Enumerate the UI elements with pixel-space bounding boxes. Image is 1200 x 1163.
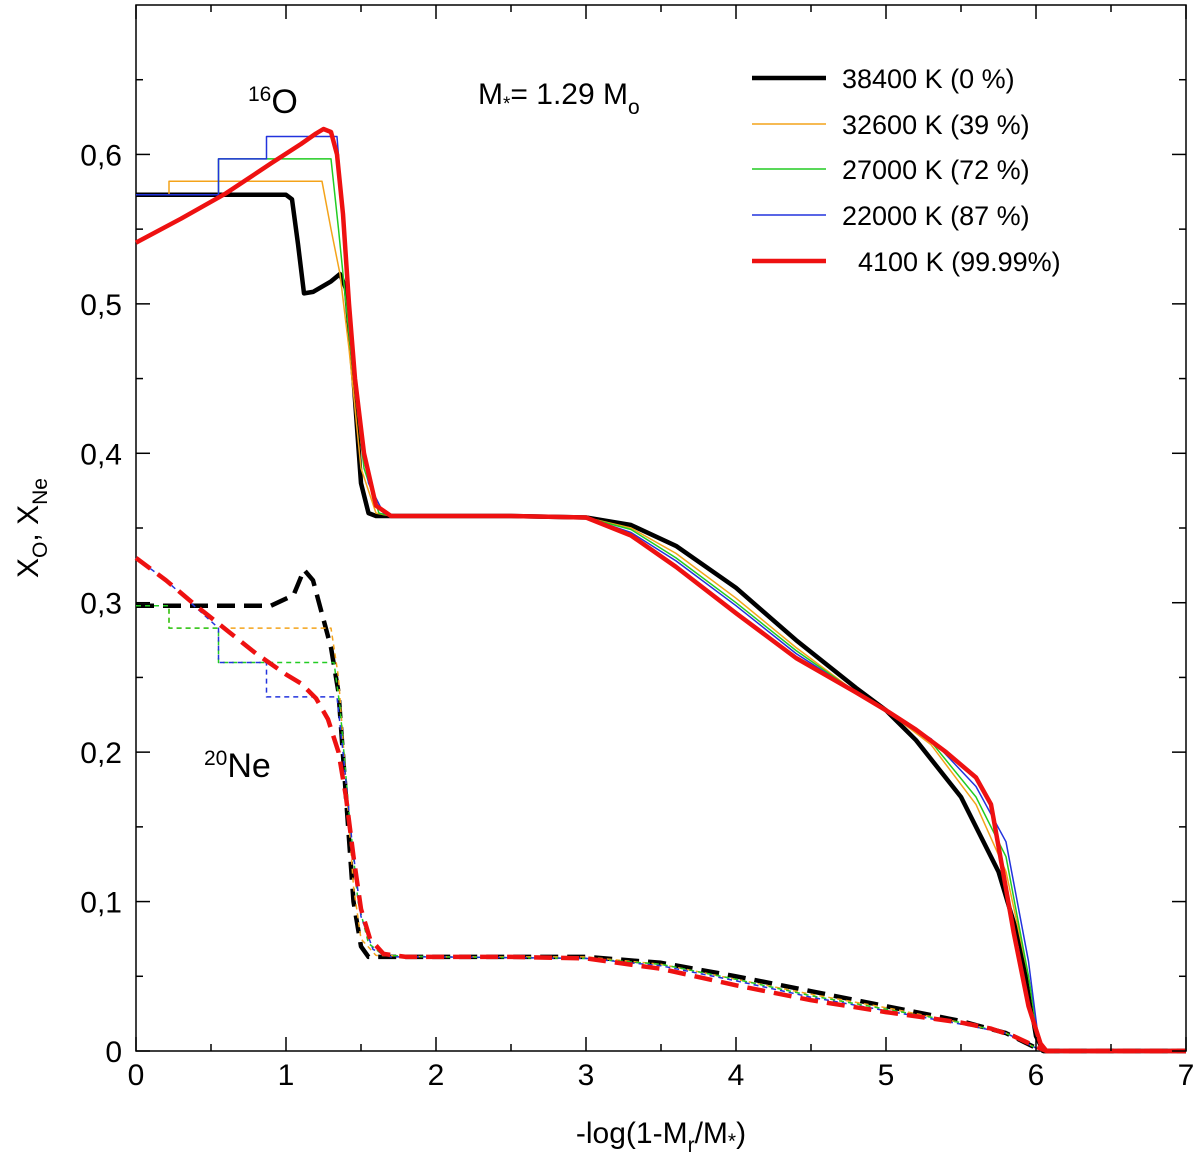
legend-label: 38400 K (0 %): [842, 64, 1015, 94]
x-tick-label: 4: [728, 1059, 745, 1092]
x-tick-label: 6: [1028, 1059, 1045, 1092]
legend-label: 27000 K (72 %): [842, 155, 1030, 185]
curves: [134, 126, 1186, 1054]
neon-line-series-2: [136, 604, 1186, 1052]
neon-label: 20Ne: [204, 747, 271, 785]
x-tick-label: 7: [1178, 1059, 1195, 1092]
legend-item: 38400 K (0 %): [752, 64, 1015, 94]
x-axis-title: -log(1-Mr/M*): [576, 1117, 746, 1157]
axis-ticks: 0 1 2 3 4 5 6 7 0 0,1 0,2 0,3 0,4 0,5 0,6: [80, 5, 1194, 1092]
y-tick-label: 0,6: [80, 139, 122, 172]
x-tick-label: 0: [128, 1059, 145, 1092]
oxygen-line-series-0: [136, 192, 1186, 1054]
oxygen-label: 16O: [248, 83, 298, 121]
oxygen-line-series-1: [136, 180, 1186, 1052]
legend-label: 4100 K (99.99%): [858, 247, 1061, 277]
y-tick-label: 0: [105, 1036, 122, 1069]
y-tick-label: 0,2: [80, 737, 122, 770]
legend-label: 32600 K (39 %): [842, 110, 1030, 140]
legend-item: 32600 K (39 %): [752, 110, 1030, 140]
legend-item: 4100 K (99.99%): [752, 247, 1061, 277]
x-tick-label: 2: [428, 1059, 445, 1092]
neon-line-series-4: [134, 556, 1186, 1054]
legend-label: 22000 K (87 %): [842, 201, 1030, 231]
oxygen-line-series-4: [134, 126, 1186, 1054]
oxygen-line-series-2: [136, 158, 1186, 1052]
x-tick-label: 1: [278, 1059, 295, 1092]
legend: 38400 K (0 %) 32600 K (39 %) 27000 K (72…: [752, 64, 1061, 277]
y-axis-title: XO, XNe: [12, 478, 52, 578]
x-tick-label: 5: [878, 1059, 895, 1092]
legend-item: 27000 K (72 %): [752, 155, 1030, 185]
stellar-mass-label: M*= 1.29 Mo: [478, 78, 640, 119]
legend-item: 22000 K (87 %): [752, 201, 1030, 231]
y-tick-label: 0,1: [80, 887, 122, 920]
x-tick-label: 3: [578, 1059, 595, 1092]
y-tick-label: 0,5: [80, 289, 122, 322]
y-tick-label: 0,3: [80, 588, 122, 621]
y-tick-label: 0,4: [80, 438, 122, 471]
